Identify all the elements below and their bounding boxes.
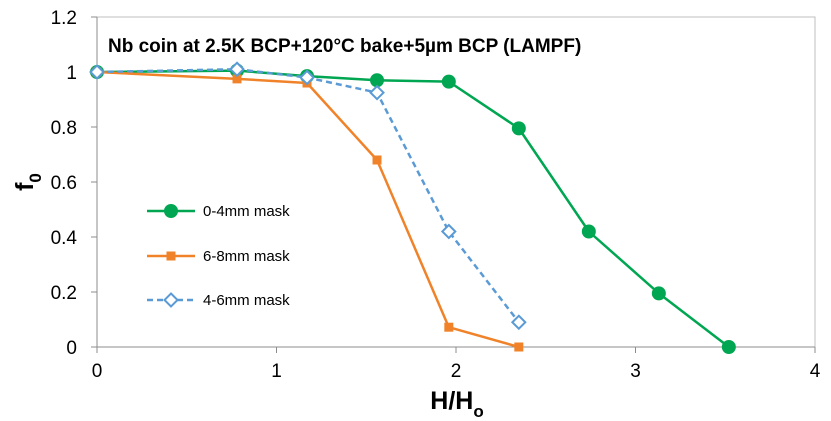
legend-label: 6-8mm mask (203, 248, 290, 265)
x-tick-label: 4 (810, 361, 821, 382)
data-point (514, 342, 524, 352)
y-tick-label: 0.4 (51, 228, 78, 249)
data-point (721, 340, 736, 354)
y-axis-title-main: f (11, 182, 39, 191)
legend-label: 4-6mm mask (203, 292, 290, 309)
data-point (89, 64, 105, 80)
data-point (229, 61, 245, 78)
series-3 (89, 61, 527, 331)
data-point (581, 224, 596, 239)
chart-title: Nb coin at 2.5K BCP+120°C bake+5µm BCP (… (108, 36, 581, 57)
data-point (651, 286, 666, 301)
x-axis-title-main: H/H (430, 387, 473, 415)
x-tick-label: 2 (451, 361, 462, 382)
x-tick-label: 1 (271, 361, 282, 382)
legend-item-3: 4-6mm mask (147, 292, 290, 309)
legend-marker (164, 204, 178, 218)
legend-marker (163, 292, 179, 308)
legend-marker (166, 251, 176, 261)
data-point (299, 69, 315, 86)
x-tick-label: 3 (630, 361, 641, 382)
y-axis-title: f0 (11, 173, 45, 191)
series-layer (89, 61, 736, 354)
y-tick-label: 1.2 (51, 8, 77, 29)
y-tick-label: 1 (66, 63, 77, 84)
y-axis-title-sub: 0 (26, 173, 45, 182)
data-point (510, 314, 527, 331)
y-tick-label: 0 (66, 338, 77, 359)
axes: 0 1 2 3 4 0 0.2 0.4 0.6 0.8 1 1.2 (51, 8, 821, 382)
y-tick-label: 0.6 (51, 173, 77, 194)
legend: 0-4mm mask 6-8mm mask 4-6mm mask (147, 203, 290, 309)
data-point (232, 74, 242, 84)
data-point (440, 223, 457, 240)
y-tick-label: 0.2 (51, 283, 77, 304)
data-point (441, 74, 456, 89)
data-point (444, 322, 454, 332)
data-point (372, 155, 382, 165)
x-tick-label: 0 (92, 361, 103, 382)
legend-item-2: 6-8mm mask (147, 248, 290, 265)
data-point (511, 121, 526, 136)
series-line (96, 70, 520, 349)
legend-item-1: 0-4mm mask (147, 203, 290, 220)
legend-label: 0-4mm mask (203, 203, 290, 220)
y-tick-label: 0.8 (51, 118, 77, 139)
x-axis-title: H/Ho (430, 387, 483, 421)
x-axis-title-sub: o (473, 402, 483, 421)
data-point (369, 84, 385, 101)
